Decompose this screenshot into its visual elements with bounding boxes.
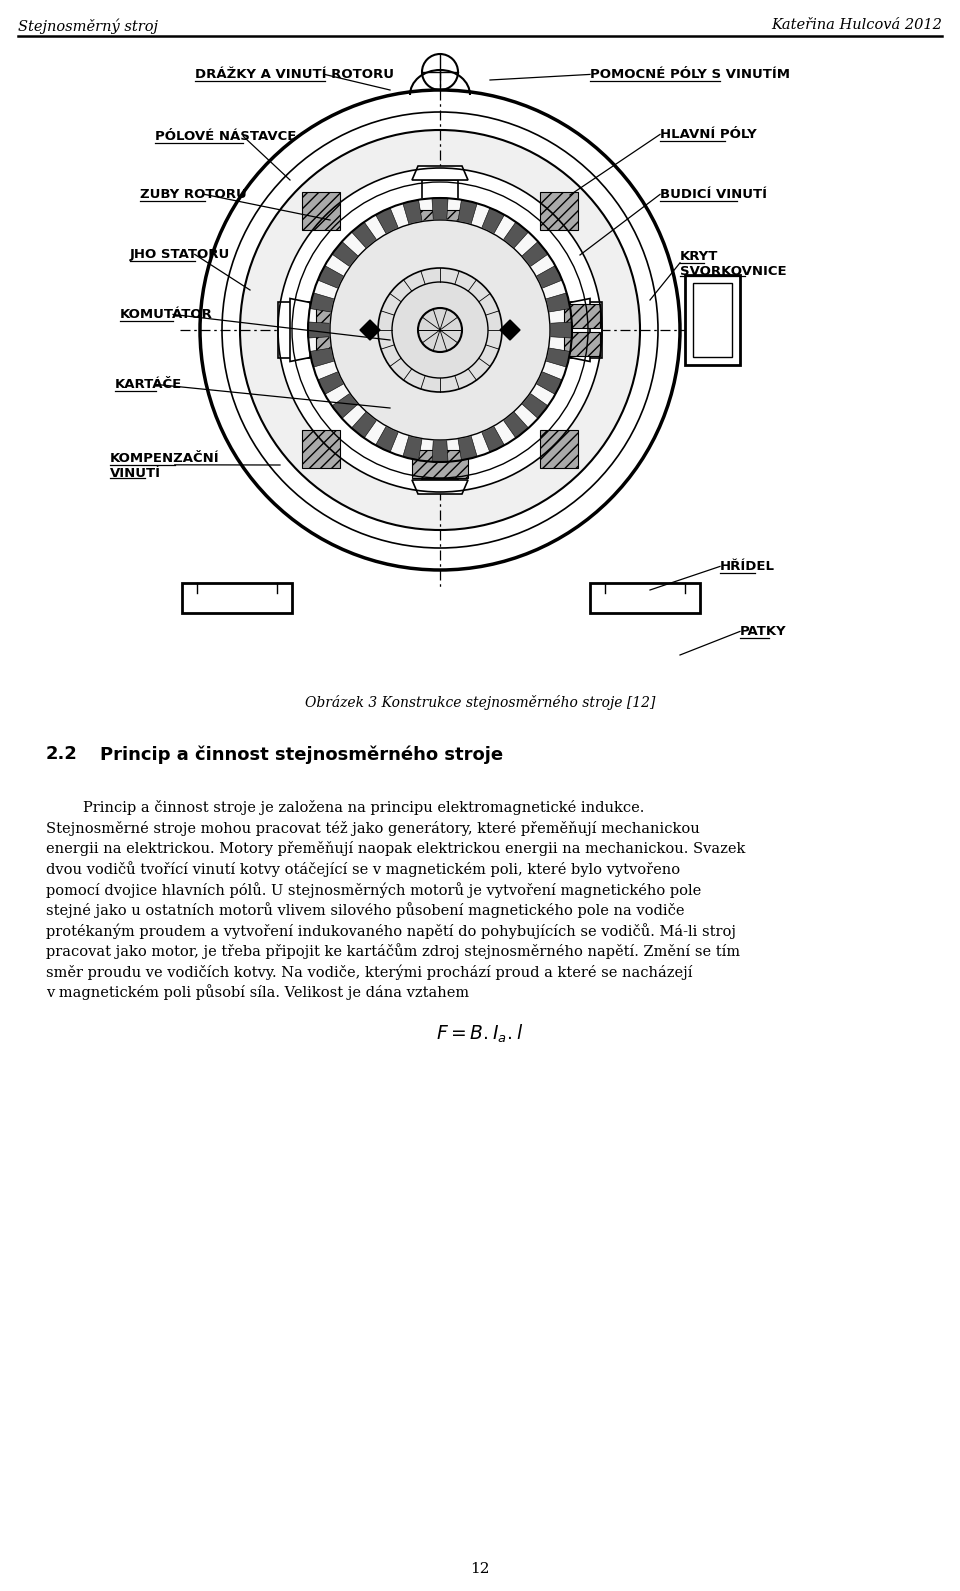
Wedge shape [458,200,477,224]
Circle shape [378,267,502,391]
Wedge shape [310,293,334,312]
Wedge shape [521,242,548,267]
Polygon shape [564,302,602,358]
Text: DRÁŽKY A VINUTÍ ROTORU: DRÁŽKY A VINUTÍ ROTORU [195,68,394,81]
Text: Princip a činnost stejnosměrného stroje: Princip a činnost stejnosměrného stroje [100,745,503,764]
Bar [182,582,292,613]
Bar [693,283,732,356]
Text: energii na elektrickou. Motory přeměňují naopak elektrickou energii na mechanick: energii na elektrickou. Motory přeměňují… [46,842,745,856]
Text: 12: 12 [470,1562,490,1577]
Text: směr proudu ve vodičích kotvy. Na vodiče, kterými prochází proud a které se nach: směr proudu ve vodičích kotvy. Na vodiče… [46,964,692,980]
Bar [302,193,340,231]
Wedge shape [503,412,528,438]
Bar [316,304,352,328]
Bar [590,582,700,613]
Circle shape [308,197,572,461]
Text: POMOCNÉ PÓLY S VINUTÍM: POMOCNÉ PÓLY S VINUTÍM [590,68,790,81]
Wedge shape [536,266,563,288]
Polygon shape [412,480,468,493]
Wedge shape [521,393,548,418]
Text: Princip a činnost stroje je založena na principu elektromagnetické indukce.: Princip a činnost stroje je založena na … [46,800,644,815]
Text: stejné jako u ostatních motorů vlivem silového působení magnetického pole na vod: stejné jako u ostatních motorů vlivem si… [46,902,684,918]
Wedge shape [545,293,570,312]
Circle shape [140,30,740,630]
Bar [564,304,600,328]
Wedge shape [318,266,344,288]
Text: ZUBY ROTORU: ZUBY ROTORU [140,188,247,200]
Wedge shape [351,412,376,438]
Polygon shape [422,180,458,200]
Text: Kateřina Hulcová 2012: Kateřina Hulcová 2012 [771,18,942,32]
Circle shape [278,169,602,492]
Wedge shape [482,208,504,234]
Wedge shape [545,348,570,368]
Wedge shape [308,321,330,337]
Text: Obrázek 3 Konstrukce stejnosměrného stroje [12]: Obrázek 3 Konstrukce stejnosměrného stro… [305,695,655,710]
Text: JHO STATORU: JHO STATORU [130,248,230,261]
Wedge shape [375,208,398,234]
Wedge shape [503,223,528,248]
Text: v magnetickém poli působí síla. Velikost je dána vztahem: v magnetickém poli působí síla. Velikost… [46,985,469,1001]
Bar [412,450,468,477]
Text: PÓLOVÉ NÁSTAVCE: PÓLOVÉ NÁSTAVCE [155,130,297,143]
Text: Stejnosměrné stroje mohou pracovat též jako generátory, které přeměňují mechanic: Stejnosměrné stroje mohou pracovat též j… [46,821,700,835]
Polygon shape [290,299,310,361]
Text: KOMPENZAČNÍ
VINUTÍ: KOMPENZAČNÍ VINUTÍ [110,452,220,480]
Wedge shape [432,439,448,461]
Wedge shape [403,436,422,460]
Text: BUDICÍ VINUTÍ: BUDICÍ VINUTÍ [660,188,767,200]
Wedge shape [310,348,334,368]
Text: pracovat jako motor, je třeba připojit ke kartáčům zdroj stejnosměrného napětí. : pracovat jako motor, je třeba připojit k… [46,943,740,959]
Wedge shape [432,197,448,220]
Wedge shape [536,372,563,395]
Text: Stejnosměrný stroj: Stejnosměrný stroj [18,18,158,33]
Text: 2.2: 2.2 [46,745,78,764]
Wedge shape [458,436,477,460]
Bar [540,430,578,468]
Circle shape [330,220,550,441]
Circle shape [240,130,640,530]
Polygon shape [570,299,590,361]
Wedge shape [550,321,572,337]
Polygon shape [360,320,380,340]
Polygon shape [278,302,316,358]
Bar [302,430,340,468]
Wedge shape [351,223,376,248]
Text: protékaným proudem a vytvoření indukovaného napětí do pohybujících se vodičů. Má: protékaným proudem a vytvoření indukovan… [46,923,736,939]
Polygon shape [500,320,520,340]
Wedge shape [375,426,398,452]
Bar [564,333,600,356]
Bar [540,193,578,231]
Bar [412,210,468,239]
Text: PATKY: PATKY [740,625,786,638]
Bar [685,275,740,364]
Text: $F = B.I_a.l$: $F = B.I_a.l$ [437,1023,523,1045]
Wedge shape [482,426,504,452]
Text: KOMUTÁTOR: KOMUTÁTOR [120,309,213,321]
Wedge shape [403,200,422,224]
Text: pomocí dvojice hlavních pólů. U stejnosměrných motorů je vytvoření magnetického : pomocí dvojice hlavních pólů. U stejnosm… [46,881,701,897]
Wedge shape [332,242,358,267]
Text: KARTÁČE: KARTÁČE [115,379,182,391]
Bar [316,333,352,356]
Circle shape [418,309,462,352]
Text: KRYT
SVORKOVNICE: KRYT SVORKOVNICE [680,250,786,278]
Polygon shape [422,460,458,480]
Wedge shape [318,372,344,395]
Polygon shape [412,165,468,180]
Text: HLAVNÍ PÓLY: HLAVNÍ PÓLY [660,127,756,142]
Text: HŘÍDEL: HŘÍDEL [720,560,775,573]
Text: dvou vodičů tvořící vinutí kotvy otáčející se v magnetickém poli, které bylo vyt: dvou vodičů tvořící vinutí kotvy otáčejí… [46,861,680,877]
Wedge shape [332,393,358,418]
